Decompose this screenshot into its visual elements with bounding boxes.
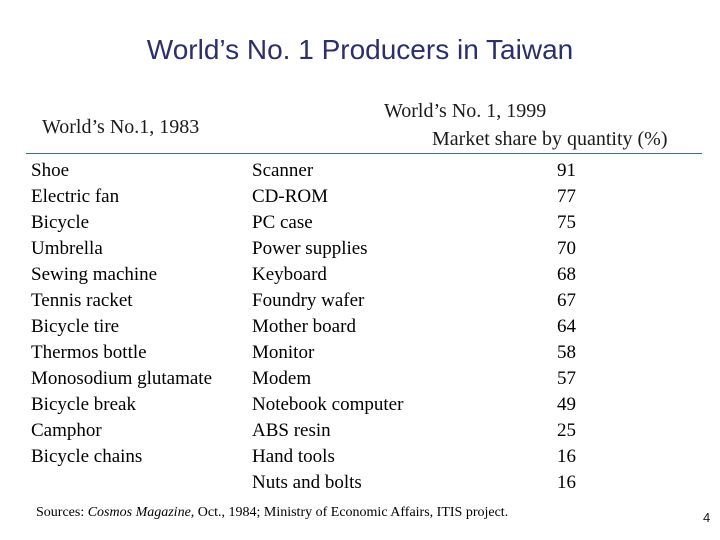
list-item: Notebook computer — [252, 394, 404, 415]
list-item: Bicycle chains — [31, 446, 143, 467]
header-1999: World’s No. 1, 1999 — [384, 100, 547, 122]
share-value: 25 — [557, 420, 576, 441]
list-item: Electric fan — [31, 186, 120, 207]
list-item: Umbrella — [31, 238, 103, 259]
share-value: 75 — [557, 212, 576, 233]
list-item: Shoe — [31, 160, 69, 181]
sources-prefix: Sources: — [36, 505, 88, 520]
list-item: Bicycle tire — [31, 316, 120, 337]
list-item: Keyboard — [252, 264, 327, 285]
list-item: CD-ROM — [252, 186, 329, 207]
share-value: 68 — [557, 264, 576, 285]
sources-rest: , Oct., 1984; Ministry of Economic Affai… — [190, 505, 509, 520]
list-item: Nuts and bolts — [252, 472, 362, 493]
header-divider — [26, 153, 702, 154]
share-value: 70 — [557, 238, 576, 259]
sources-note: Sources: Cosmos Magazine, Oct., 1984; Mi… — [36, 505, 508, 521]
list-item: Monosodium glutamate — [31, 368, 213, 389]
share-value: 67 — [557, 290, 576, 311]
slide-title: World’s No. 1 Producers in Taiwan — [146, 34, 574, 65]
list-item: Hand tools — [252, 446, 335, 467]
header-market-share: Market share by quantity (%) — [432, 128, 668, 150]
share-value: 16 — [557, 446, 576, 467]
list-item: Thermos bottle — [31, 342, 147, 363]
list-item: Sewing machine — [31, 264, 158, 285]
market-share-list: 91 77 75 70 68 67 64 58 57 49 25 16 16 — [520, 158, 576, 496]
share-value: 64 — [557, 316, 576, 337]
products-1999-list: Scanner CD-ROM PC case Power supplies Ke… — [252, 158, 403, 496]
list-item: ABS resin — [252, 420, 331, 441]
list-item: Monitor — [252, 342, 315, 363]
share-value: 49 — [557, 394, 576, 415]
share-value: 58 — [557, 342, 576, 363]
list-item: Modem — [252, 368, 312, 389]
share-value: 77 — [557, 186, 576, 207]
sources-magazine: Cosmos Magazine — [87, 505, 191, 520]
list-item: Bicycle break — [31, 394, 136, 415]
list-item: Tennis racket — [31, 290, 133, 311]
list-item: Power supplies — [252, 238, 368, 259]
share-value: 16 — [557, 472, 576, 493]
list-item: Foundry wafer — [252, 290, 365, 311]
list-item: Mother board — [252, 316, 356, 337]
share-value: 91 — [557, 160, 576, 181]
header-1983: World’s No.1, 1983 — [42, 116, 200, 138]
list-item: Camphor — [31, 420, 102, 441]
list-item: Scanner — [252, 160, 314, 181]
list-item: Bicycle — [31, 212, 90, 233]
products-1983-list: Shoe Electric fan Bicycle Umbrella Sewin… — [31, 158, 212, 470]
page-number: 4 — [703, 510, 711, 525]
share-value: 57 — [557, 368, 576, 389]
list-item: PC case — [252, 212, 313, 233]
